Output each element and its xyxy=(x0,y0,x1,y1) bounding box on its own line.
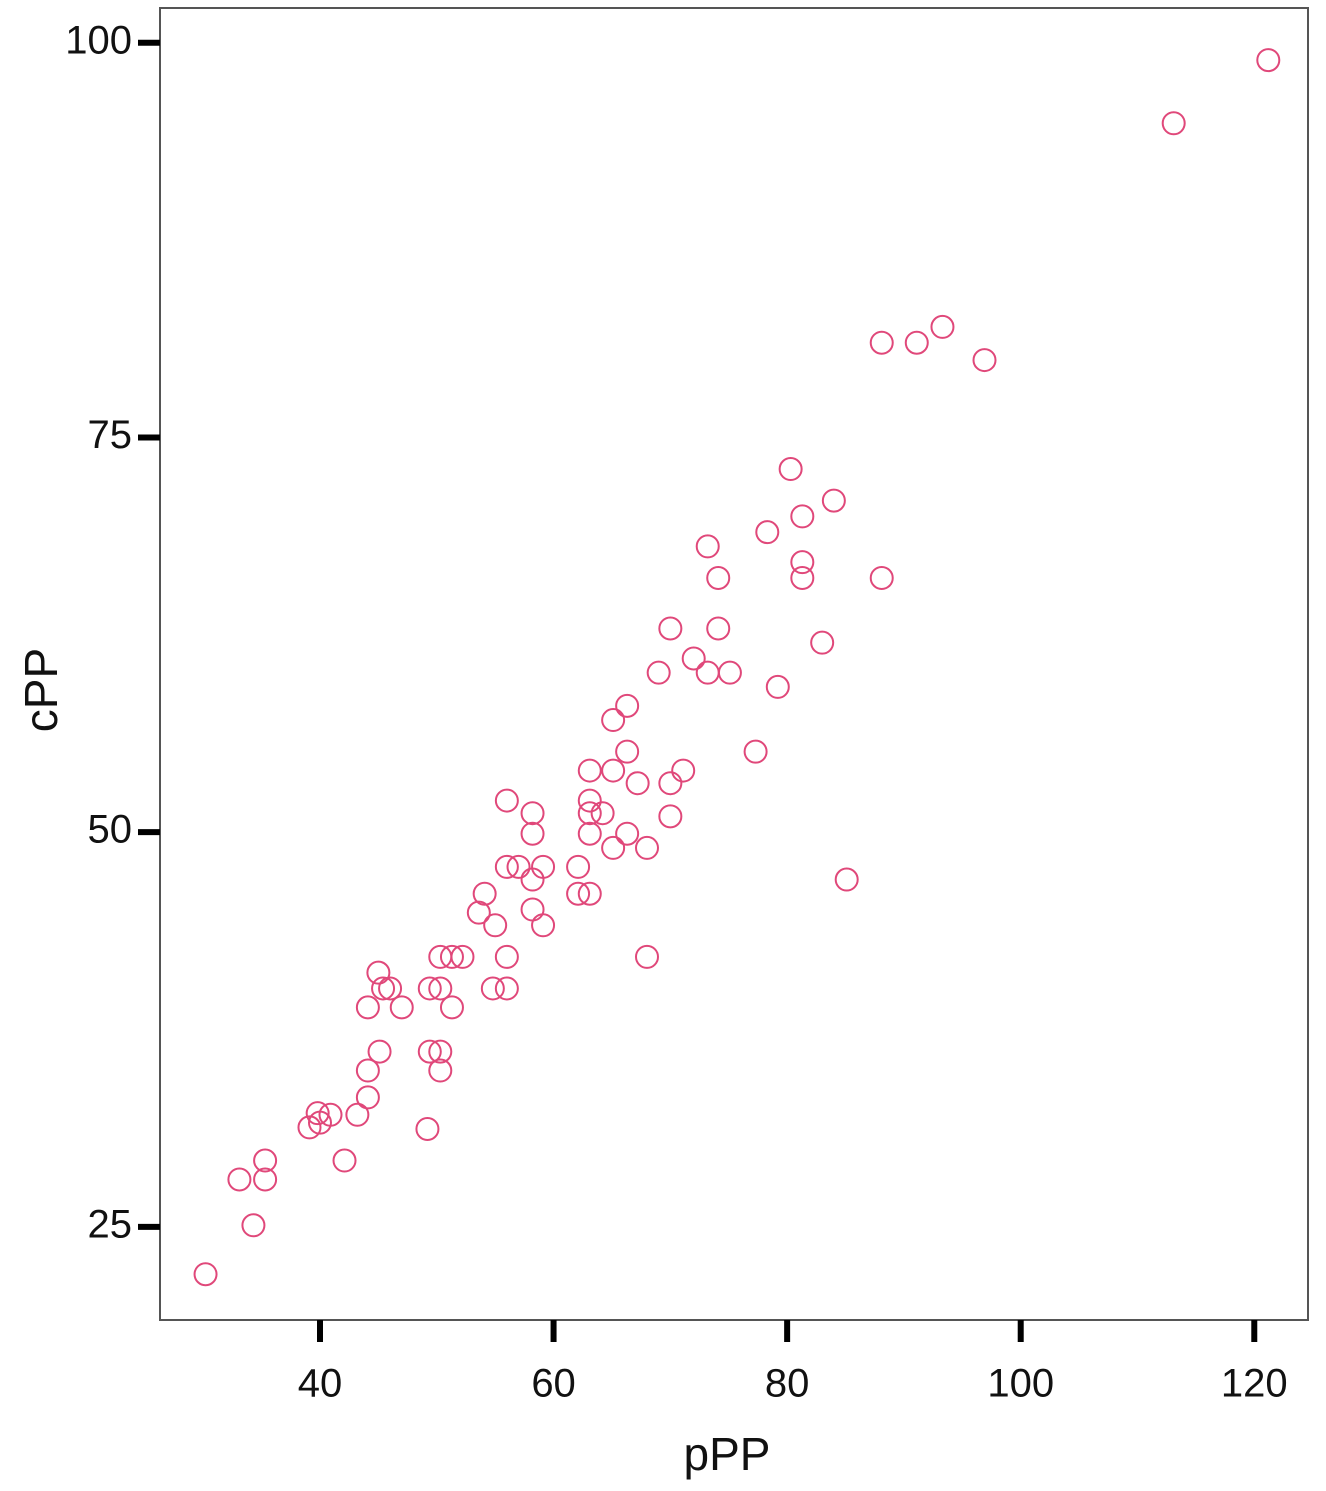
y-tick-label: 100 xyxy=(65,18,132,62)
point xyxy=(389,995,414,1020)
point xyxy=(520,821,545,846)
point xyxy=(494,944,519,969)
point xyxy=(790,504,815,529)
x-tick-label: 120 xyxy=(1221,1362,1288,1406)
point xyxy=(790,550,815,575)
point xyxy=(615,821,640,846)
point xyxy=(577,788,602,813)
point xyxy=(717,660,742,685)
point xyxy=(706,565,731,590)
point xyxy=(366,960,391,985)
point xyxy=(520,801,545,826)
point xyxy=(428,1039,453,1064)
point xyxy=(778,457,803,482)
point xyxy=(743,739,768,764)
point xyxy=(566,854,591,879)
point xyxy=(658,616,683,641)
point xyxy=(615,693,640,718)
x-tick-label: 60 xyxy=(531,1362,576,1406)
point xyxy=(625,771,650,796)
point xyxy=(494,976,519,1001)
point xyxy=(566,881,591,906)
point xyxy=(227,1167,252,1192)
point xyxy=(681,646,706,671)
y-tick-label: 75 xyxy=(88,413,133,457)
point xyxy=(439,995,464,1020)
point xyxy=(466,900,491,925)
point xyxy=(695,534,720,559)
point xyxy=(695,660,720,685)
point xyxy=(494,788,519,813)
point xyxy=(531,913,556,938)
point xyxy=(790,565,815,590)
x-axis-label: pPP xyxy=(684,1428,771,1480)
point xyxy=(531,854,556,879)
point xyxy=(193,1262,218,1287)
point xyxy=(658,804,683,829)
point xyxy=(634,944,659,969)
point xyxy=(1256,48,1281,73)
point xyxy=(415,1116,440,1141)
point xyxy=(305,1101,330,1126)
point xyxy=(869,330,894,355)
point xyxy=(367,1039,392,1064)
point xyxy=(601,708,626,733)
point xyxy=(318,1102,343,1127)
point xyxy=(483,913,508,938)
plot-frame xyxy=(159,7,1309,1321)
point xyxy=(520,897,545,922)
point xyxy=(601,758,626,783)
point xyxy=(577,821,602,846)
point xyxy=(765,674,790,699)
point xyxy=(646,660,671,685)
point xyxy=(297,1115,322,1140)
point xyxy=(494,854,519,879)
point xyxy=(930,314,955,339)
x-tick-label: 80 xyxy=(765,1362,810,1406)
point xyxy=(577,801,602,826)
point xyxy=(869,565,894,590)
point xyxy=(706,616,731,641)
point xyxy=(577,758,602,783)
point xyxy=(253,1148,278,1173)
point xyxy=(417,1039,442,1064)
point xyxy=(439,944,464,969)
point xyxy=(241,1213,266,1238)
point xyxy=(253,1167,278,1192)
point xyxy=(345,1102,370,1127)
point xyxy=(972,348,997,373)
point xyxy=(428,976,453,1001)
point xyxy=(355,1085,380,1110)
point xyxy=(601,835,626,860)
x-tick-label: 40 xyxy=(298,1362,343,1406)
point xyxy=(417,976,442,1001)
point xyxy=(658,771,683,796)
point xyxy=(1161,111,1186,136)
y-tick-label: 25 xyxy=(88,1202,133,1246)
point xyxy=(371,976,396,1001)
point xyxy=(671,758,696,783)
point xyxy=(355,995,380,1020)
x-tick-label: 100 xyxy=(987,1362,1054,1406)
point xyxy=(355,1058,380,1083)
point xyxy=(755,520,780,545)
y-axis-label: cPP xyxy=(15,648,67,732)
point xyxy=(450,944,475,969)
point xyxy=(332,1148,357,1173)
point xyxy=(378,976,403,1001)
point xyxy=(904,330,929,355)
point xyxy=(821,488,846,513)
point xyxy=(506,854,531,879)
y-tick-label: 50 xyxy=(88,808,133,852)
point xyxy=(634,835,659,860)
point xyxy=(472,881,497,906)
point xyxy=(810,630,835,655)
point xyxy=(615,739,640,764)
point xyxy=(577,881,602,906)
point xyxy=(480,976,505,1001)
point xyxy=(834,867,859,892)
point xyxy=(428,1058,453,1083)
point xyxy=(590,801,615,826)
